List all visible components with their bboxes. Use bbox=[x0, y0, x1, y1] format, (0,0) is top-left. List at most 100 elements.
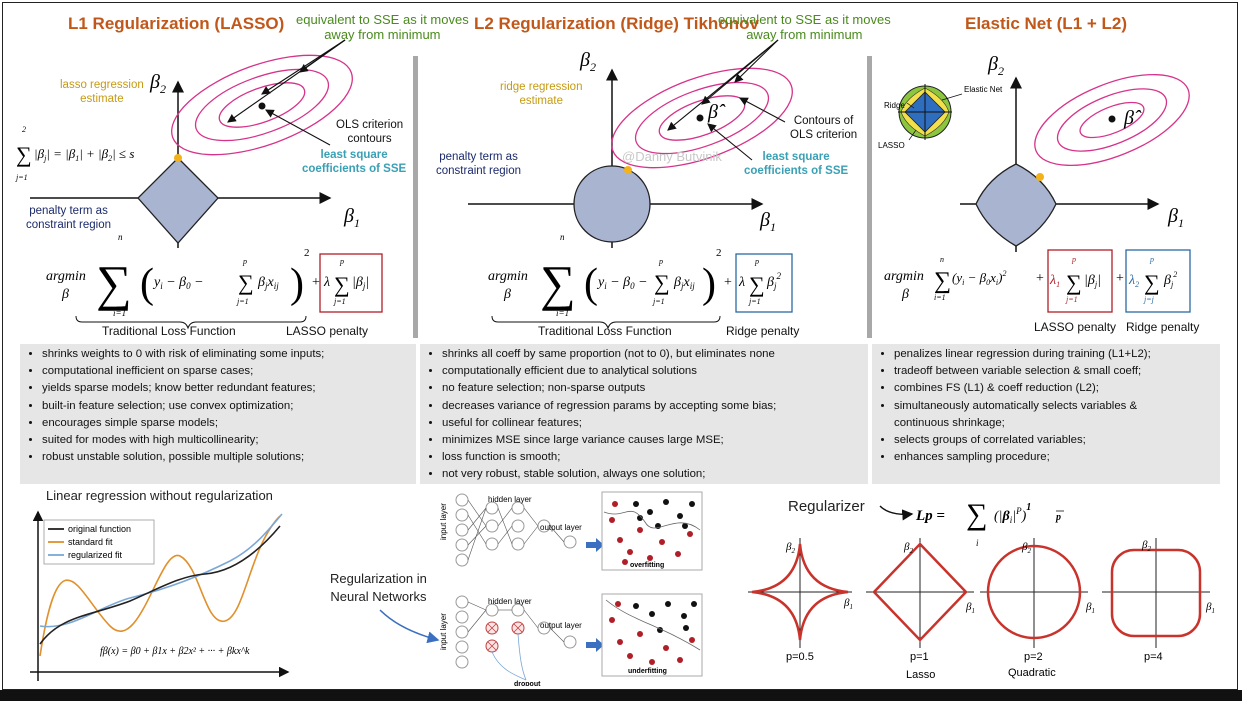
svg-text:β2: β2 bbox=[785, 541, 795, 555]
list-item: not very robust, stable solution, always… bbox=[442, 466, 868, 483]
l1-penalty-caption: LASSO penalty bbox=[286, 324, 369, 338]
l1-lsq-label: least square coefficients of SSE bbox=[302, 148, 406, 176]
en-beta1-label: β1 bbox=[1167, 205, 1184, 230]
list-item: built-in feature selection; use convex o… bbox=[42, 398, 416, 415]
p4-label: p=4 bbox=[1144, 651, 1163, 663]
svg-text:(: ( bbox=[140, 261, 154, 307]
l1-formula: argmin β ∑ n i=1 ( yi − β0 − ∑ p j=1 βjx… bbox=[46, 232, 383, 330]
l1-penalty-line2: constraint region bbox=[26, 219, 112, 231]
svg-text:β1: β1 bbox=[843, 597, 853, 611]
svg-text:p: p bbox=[1149, 255, 1154, 264]
list-item: continuous shrinkage; bbox=[894, 416, 1005, 429]
l1-contours-line1: OLS criterion bbox=[336, 119, 404, 131]
l2-penalty-line1: penalty term as bbox=[439, 151, 518, 163]
svg-text:j=1: j=1 bbox=[748, 297, 761, 306]
svg-text:β: β bbox=[61, 287, 69, 302]
svg-text:p: p bbox=[1055, 512, 1061, 523]
list-item: shrinks all coeff by same proportion (no… bbox=[442, 346, 868, 363]
l2-beta2-label: β2 bbox=[579, 49, 596, 74]
list-item: suited for modes with high multicollinea… bbox=[42, 432, 416, 449]
l2-contours-line2: OLS criterion bbox=[790, 129, 858, 141]
l1-penalty-label: penalty term as constraint region bbox=[26, 204, 111, 232]
svg-text:+: + bbox=[312, 275, 320, 290]
p1-label: p=1 bbox=[910, 651, 929, 663]
svg-text:i=1: i=1 bbox=[934, 293, 946, 302]
list-item: shrinks weights to 0 with risk of elimin… bbox=[42, 346, 416, 363]
l2-estimate-point bbox=[624, 166, 632, 174]
figure-frame bbox=[2, 2, 1238, 690]
nn-diagram: input layer hidden layer output layer ov… bbox=[379, 491, 703, 686]
list-item: enhances sampling procedure; bbox=[894, 449, 1220, 466]
svg-text:): ) bbox=[290, 261, 304, 307]
l2-penalty-caption: Ridge penalty bbox=[726, 324, 800, 338]
p05-shape: β2 β1 p=0.5 bbox=[748, 538, 853, 663]
l2-penalty-label: penalty term as constraint region bbox=[436, 150, 521, 178]
svg-text:βjxij: βjxij bbox=[257, 275, 279, 291]
svg-text:∑: ∑ bbox=[749, 272, 765, 297]
en-lasso-caption: LASSO penalty bbox=[1034, 320, 1117, 334]
svg-text:β1: β1 bbox=[1085, 601, 1095, 615]
l2-lsq-label: least square coefficients of SSE bbox=[744, 150, 848, 178]
l1-arrows bbox=[227, 39, 346, 146]
l1-beta1-label: β1 bbox=[343, 205, 360, 230]
inset-ridge-label: Ridge bbox=[884, 101, 905, 110]
lr-plot: original function standard fit regulariz… bbox=[30, 510, 290, 681]
l2-bullets: shrinks all coeff by same proportion (no… bbox=[420, 344, 868, 484]
l2-loss-caption: Traditional Loss Function bbox=[538, 324, 672, 338]
lr-formula: fβ(x) = β0 + β1x + β2x² + ··· + βkx^k bbox=[100, 646, 250, 657]
svg-text:∑: ∑ bbox=[96, 255, 132, 311]
list-item: combines FS (L1) & coeff reduction (L2); bbox=[894, 380, 1220, 397]
svg-text:β2: β2 bbox=[903, 541, 913, 555]
p4-shape: β2 β1 p=4 bbox=[1102, 538, 1215, 663]
l1-estimate-line2: estimate bbox=[80, 93, 124, 105]
l1-contours-line2: contours bbox=[347, 133, 392, 145]
svg-text:i=1: i=1 bbox=[556, 308, 569, 318]
nn-bottom: input layer hidden layer output layer dr… bbox=[439, 593, 703, 686]
svg-text:output layer: output layer bbox=[540, 621, 582, 630]
svg-text:∑: ∑ bbox=[1066, 270, 1082, 295]
svg-text:p: p bbox=[658, 257, 663, 266]
svg-text:∑: ∑ bbox=[654, 270, 670, 295]
l1-ols-point bbox=[258, 102, 266, 110]
top-diagrams: β2 β1 β2 β1 β̂ β2 β1 β̂ bbox=[15, 39, 1191, 330]
elastic-net-title: Elastic Net (L1 + L2) bbox=[965, 14, 1128, 33]
svg-text:∑: ∑ bbox=[16, 142, 32, 167]
list-item: useful for collinear features; bbox=[442, 415, 868, 432]
svg-text:λ: λ bbox=[323, 275, 330, 290]
svg-text:p: p bbox=[339, 257, 344, 266]
l1-title: L1 Regularization (LASSO) bbox=[68, 14, 285, 33]
svg-text:β2: β2 bbox=[1021, 541, 1031, 555]
p2-label: p=2 bbox=[1024, 651, 1043, 663]
divider-right bbox=[867, 56, 872, 338]
svg-text:β: β bbox=[503, 287, 511, 302]
svg-text:i=1: i=1 bbox=[113, 308, 126, 318]
svg-text:β: β bbox=[901, 287, 909, 302]
list-item: decreases variance of regression params … bbox=[442, 398, 868, 415]
l2-estimate-line1: ridge regression bbox=[500, 81, 583, 93]
svg-text:j=1: j=1 bbox=[333, 297, 346, 306]
svg-text:|βj| = |β1| + |β2| ≤ s: |βj| = |β1| + |β2| ≤ s bbox=[34, 146, 134, 163]
l2-sse-note-line1: equivalent to SSE as it moves bbox=[718, 12, 891, 27]
list-item: yields sparse models; know better redund… bbox=[42, 380, 416, 397]
svg-text:∑: ∑ bbox=[540, 255, 576, 311]
nn-title-line2: Neural Networks bbox=[330, 589, 427, 604]
l1-estimate-point bbox=[174, 154, 182, 162]
svg-text:β1: β1 bbox=[1205, 601, 1215, 615]
p2-shape: β2 β1 p=2 Quadratic bbox=[980, 538, 1095, 679]
svg-text:hidden layer: hidden layer bbox=[488, 597, 532, 606]
l1-estimate-label: lasso regression estimate bbox=[60, 78, 144, 106]
svg-text:argmin: argmin bbox=[884, 269, 924, 284]
svg-text:λ1: λ1 bbox=[1049, 273, 1060, 289]
l2-penalty-line2: constraint region bbox=[436, 165, 522, 177]
legend-standard: standard fit bbox=[68, 537, 113, 547]
l2-lsq-line2: coefficients of SSE bbox=[744, 165, 849, 177]
quadratic-name: Quadratic bbox=[1008, 667, 1056, 679]
l2-formula: argmin β ∑ n i=1 ( yi − β0 − ∑ p j=1 βjx… bbox=[488, 232, 793, 330]
list-item: simultaneously automatically selects var… bbox=[894, 398, 1220, 415]
p1-shape: β2 β1 p=1 Lasso bbox=[866, 538, 975, 681]
nn-title: Regularization in Neural Networks bbox=[330, 570, 427, 606]
l2-beta1-label: β1 bbox=[759, 209, 776, 234]
svg-text:+: + bbox=[1116, 271, 1124, 286]
nn-title-line1: Regularization in bbox=[330, 571, 427, 586]
l1-penalty-line1: penalty term as bbox=[29, 205, 108, 217]
